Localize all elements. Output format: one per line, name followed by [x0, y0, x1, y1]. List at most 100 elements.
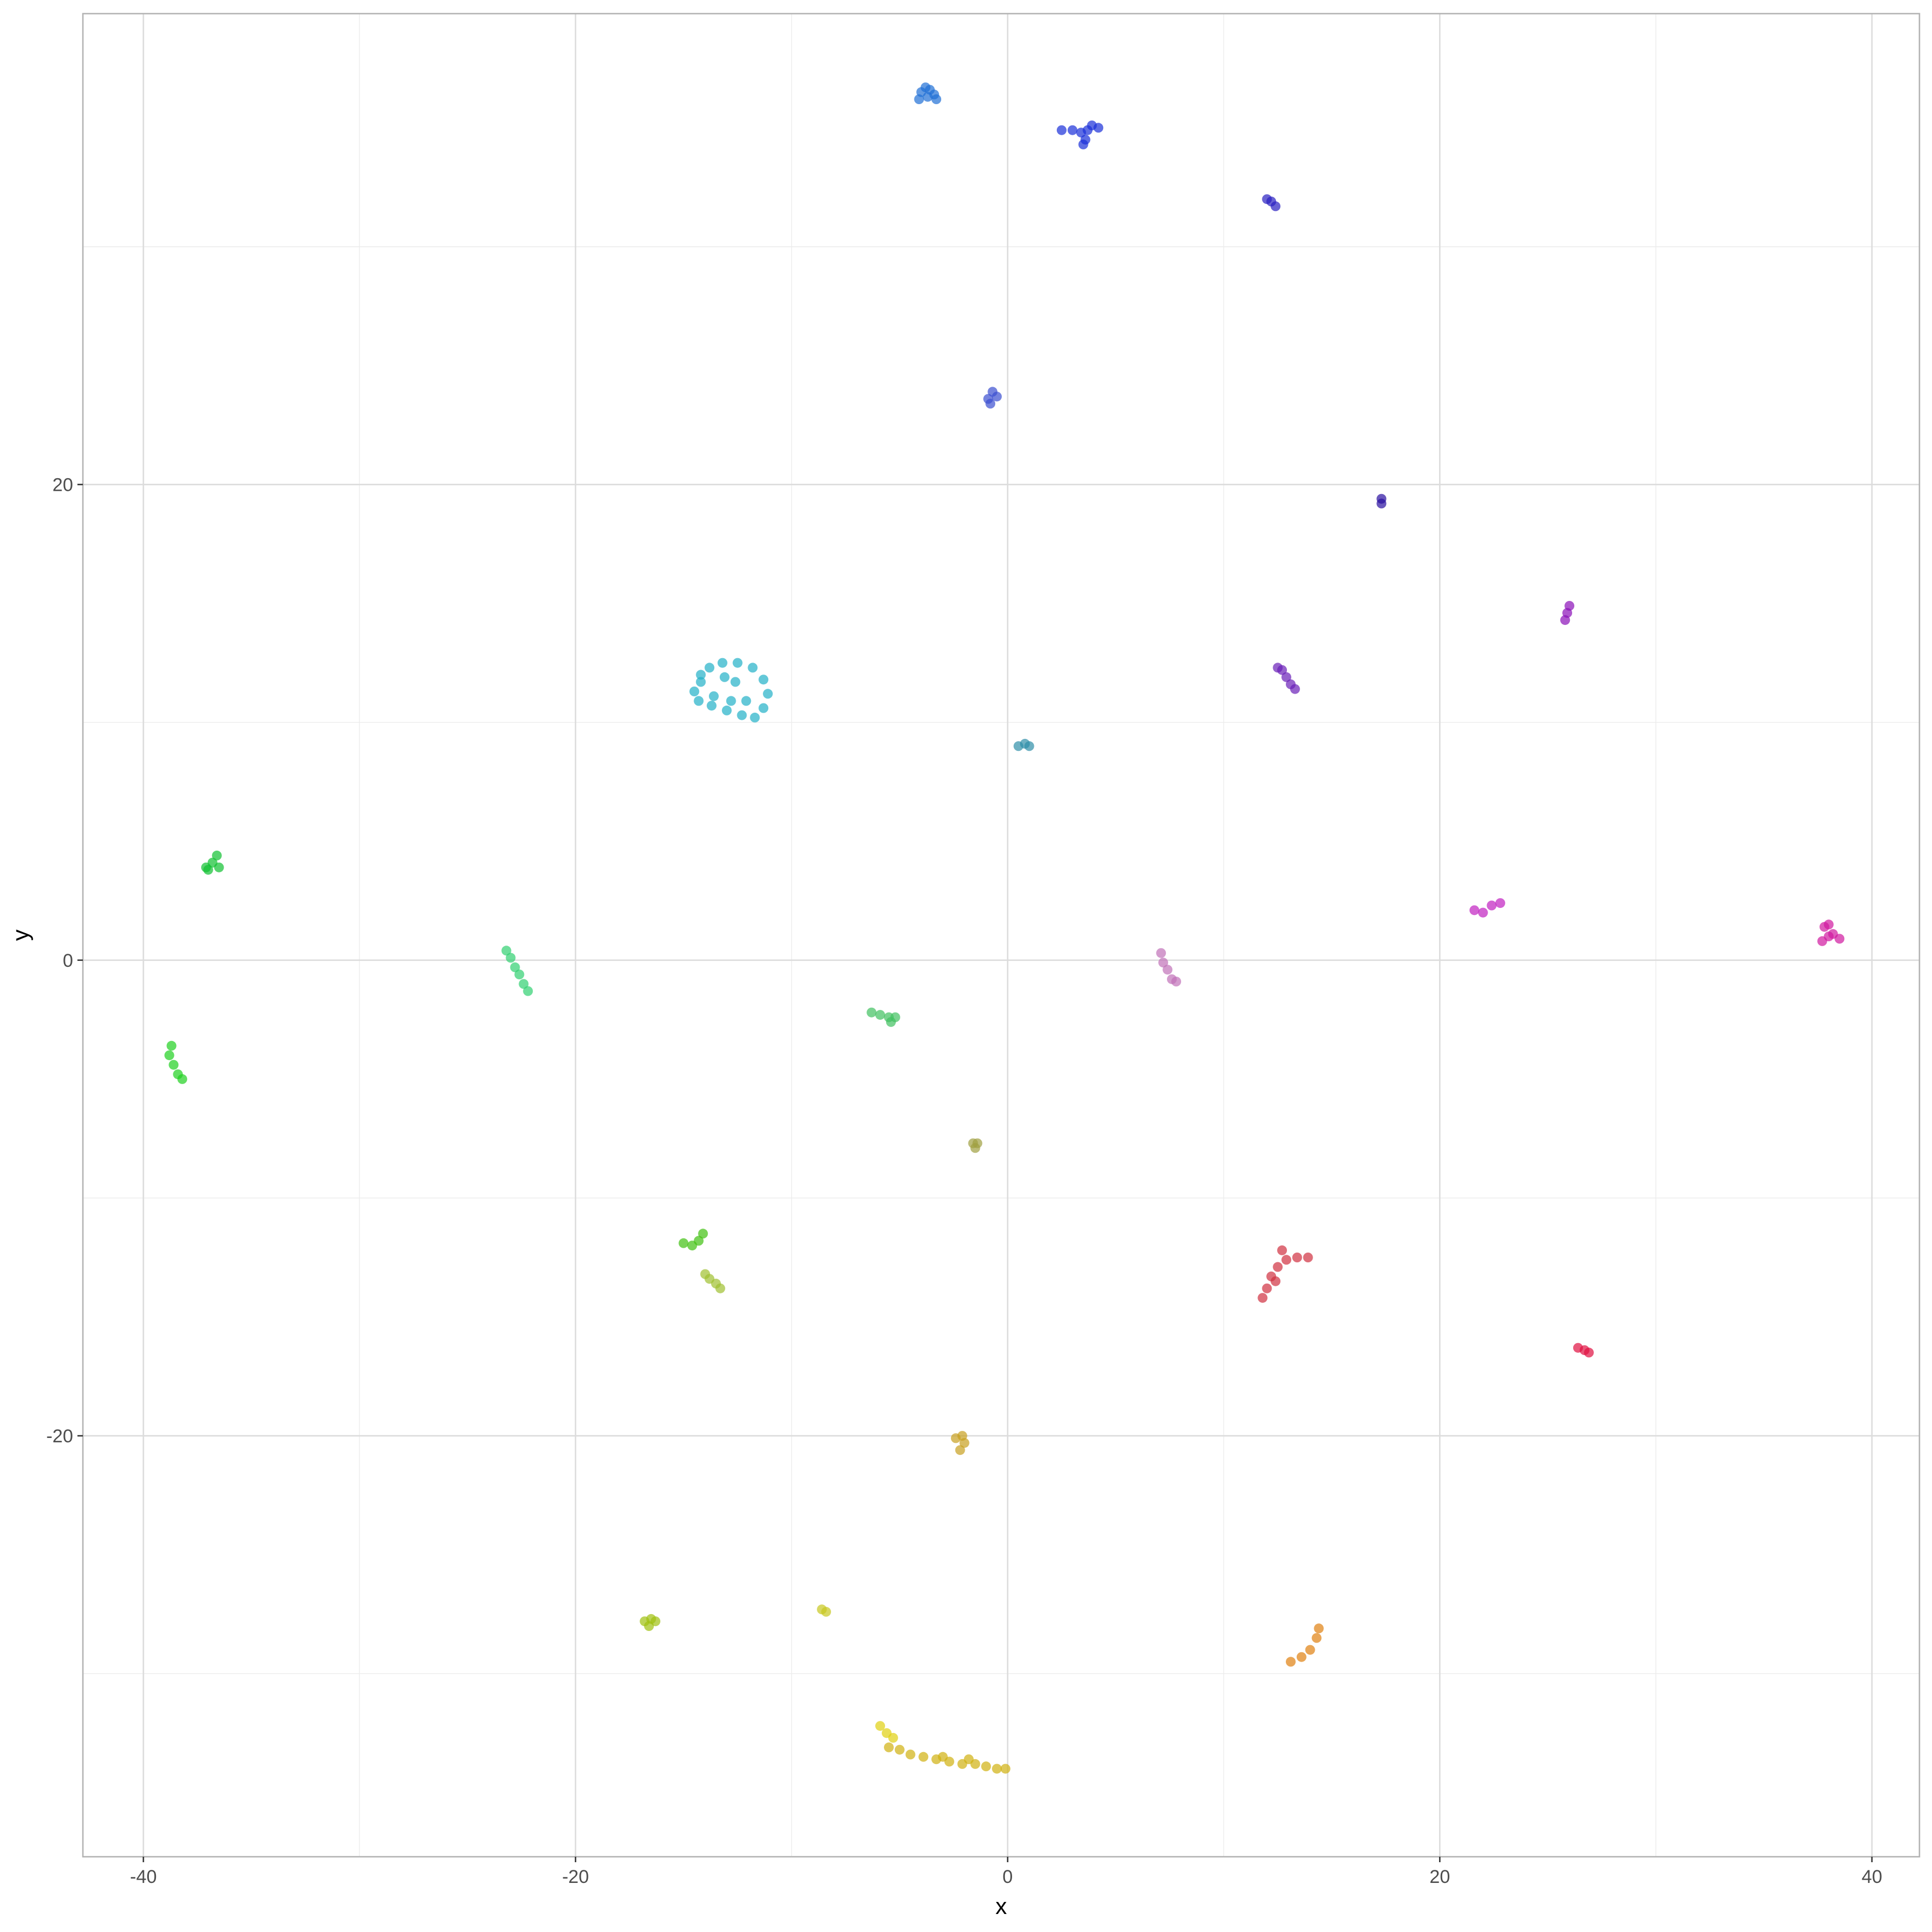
y-axis: -20 0 20	[46, 475, 83, 1447]
data-point	[689, 687, 700, 696]
data-point	[1171, 977, 1181, 986]
data-point	[644, 1621, 654, 1631]
data-point	[1078, 139, 1088, 149]
data-point	[1067, 125, 1078, 135]
data-point	[212, 850, 222, 860]
data-point	[510, 962, 520, 972]
data-point	[1560, 615, 1570, 625]
y-tick-label: -20	[46, 1426, 73, 1447]
data-point	[501, 946, 511, 956]
data-point	[1277, 1245, 1287, 1255]
data-point	[1271, 201, 1281, 212]
data-point	[918, 1752, 929, 1762]
data-point	[164, 1050, 174, 1061]
data-point	[1495, 898, 1506, 908]
data-point	[523, 986, 533, 996]
data-point	[914, 94, 924, 104]
data-points	[164, 82, 1845, 1774]
data-point	[970, 1143, 980, 1153]
data-point	[1273, 1262, 1283, 1272]
data-point	[694, 696, 704, 706]
data-point	[888, 1732, 898, 1743]
data-point	[875, 1721, 886, 1731]
data-point	[705, 663, 715, 673]
data-point	[1478, 907, 1488, 918]
gridlines	[83, 14, 1919, 1857]
data-point	[709, 691, 719, 701]
data-point	[931, 94, 942, 104]
data-point	[748, 663, 758, 673]
data-point	[1834, 934, 1845, 944]
data-point	[1303, 1253, 1313, 1262]
data-point	[759, 675, 769, 685]
data-point	[717, 658, 727, 668]
data-point	[884, 1742, 894, 1753]
data-point	[719, 672, 730, 682]
data-point	[1314, 1623, 1324, 1634]
data-point	[1486, 900, 1497, 911]
data-point	[1056, 125, 1067, 135]
x-tick-label: 0	[1002, 1867, 1013, 1887]
data-point	[1823, 931, 1834, 942]
data-point	[214, 862, 224, 872]
data-point	[1281, 672, 1291, 682]
data-point	[866, 1007, 877, 1018]
data-point	[726, 696, 736, 706]
data-point	[1469, 905, 1479, 916]
data-point	[981, 1761, 991, 1772]
data-point	[737, 710, 747, 720]
data-point	[1000, 1764, 1010, 1774]
data-point	[759, 703, 769, 713]
data-point	[1376, 498, 1387, 509]
data-point	[715, 1283, 725, 1293]
data-point	[696, 670, 706, 680]
data-point	[905, 1749, 916, 1760]
data-point	[732, 658, 743, 668]
data-point	[964, 1754, 974, 1765]
data-point	[985, 399, 996, 409]
data-point	[694, 1236, 704, 1246]
x-tick-label: 20	[1429, 1867, 1450, 1887]
y-axis-title: y	[8, 930, 33, 941]
data-point	[821, 1606, 831, 1617]
data-point	[1156, 948, 1166, 958]
data-point	[707, 701, 717, 711]
data-point	[938, 1752, 948, 1762]
data-point	[177, 1074, 188, 1084]
data-point	[505, 953, 516, 963]
data-point	[1823, 919, 1834, 930]
data-point	[1257, 1293, 1268, 1303]
data-point	[875, 1010, 886, 1020]
data-point	[1024, 741, 1034, 751]
data-point	[168, 1060, 179, 1070]
data-point	[955, 1445, 965, 1455]
data-point	[959, 1438, 970, 1448]
data-point	[1158, 958, 1169, 968]
data-point	[1262, 1283, 1272, 1293]
data-point	[992, 392, 1002, 402]
data-point	[1163, 965, 1173, 975]
data-point	[1292, 1253, 1302, 1262]
data-point	[514, 970, 525, 979]
data-point	[763, 689, 773, 699]
data-point	[166, 1040, 177, 1051]
data-point	[203, 865, 213, 875]
data-point	[1584, 1347, 1594, 1358]
x-axis: -40 -20 0 20 40	[130, 1857, 1882, 1887]
x-tick-label: -40	[130, 1867, 157, 1887]
y-tick-label: 20	[52, 475, 73, 496]
data-point	[750, 712, 760, 723]
data-point	[886, 1017, 896, 1027]
data-point	[1311, 1633, 1322, 1643]
x-axis-title: x	[996, 1893, 1007, 1919]
data-point	[1093, 123, 1104, 133]
data-point	[678, 1238, 689, 1248]
data-point	[923, 92, 933, 102]
data-point	[894, 1744, 905, 1755]
panel-border	[82, 13, 1921, 1858]
y-tick-label: 0	[63, 950, 73, 971]
data-point	[721, 705, 732, 715]
data-point	[741, 696, 751, 706]
